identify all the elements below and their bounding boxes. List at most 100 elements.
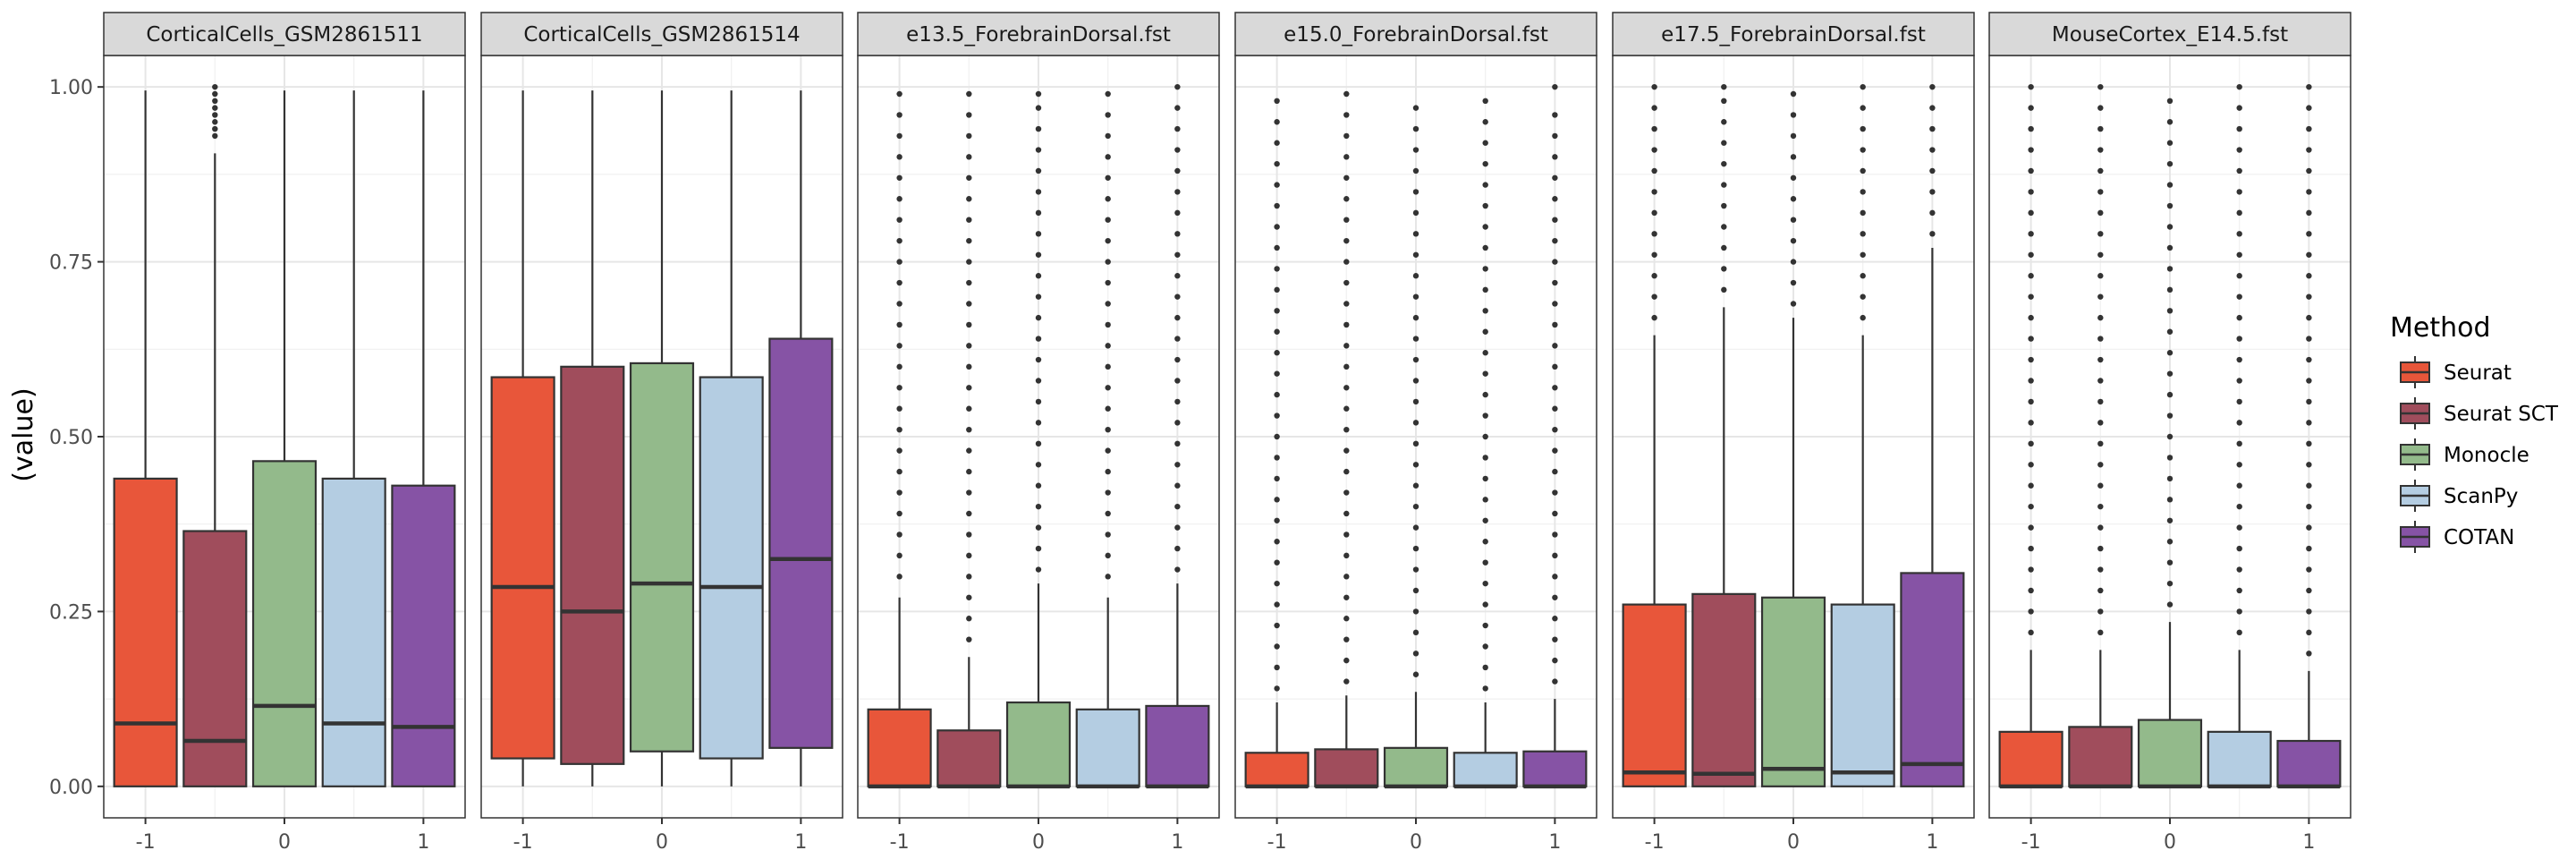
outlier-point [896, 217, 902, 223]
outlier-point [1035, 420, 1042, 426]
outlier-point [1035, 462, 1042, 468]
outlier-point [2236, 189, 2242, 195]
box-body [490, 376, 555, 760]
outlier-point [2166, 140, 2174, 146]
outlier-point [1790, 301, 1797, 307]
outlier-point [2028, 147, 2034, 153]
strip-background [1234, 12, 1597, 56]
box-monocle [2137, 98, 2203, 789]
outlier-point [1274, 664, 1280, 671]
box-body [1760, 596, 1826, 787]
outlier-point [966, 574, 972, 580]
legend-label: Seurat SCT [2444, 403, 2559, 426]
outlier-point [1552, 259, 1558, 265]
outlier-point [1412, 503, 1419, 510]
facet-panels: CorticalCells_GSM2861511-1 0 1CorticalCell… [103, 12, 2351, 854]
outlier-point [2306, 524, 2312, 531]
outlier-point [2097, 398, 2104, 405]
box-body [1383, 746, 1449, 787]
box-scanpy [1453, 98, 1518, 789]
outlier-point [1035, 273, 1042, 279]
strip-label: e13.5_ForebrainDorsal.fst [906, 23, 1171, 47]
outlier-point [2028, 83, 2034, 90]
outlier-point [1274, 182, 1280, 188]
outlier-point [1174, 482, 1181, 489]
outlier-point [1035, 545, 1042, 552]
outlier-point [2028, 440, 2034, 447]
outlier-point [2166, 350, 2174, 356]
box-seurat [867, 90, 932, 789]
outlier-point [896, 468, 902, 475]
outlier-point [1412, 545, 1419, 552]
outlier-point [1790, 174, 1797, 181]
outlier-point [2306, 189, 2312, 195]
outlier-point [966, 385, 972, 391]
outlier-point [2028, 587, 2034, 594]
outlier-point [1343, 489, 1350, 496]
outlier-point [2306, 167, 2312, 174]
outlier-point [1929, 209, 1936, 217]
outlier-point [1035, 566, 1042, 573]
outlier-point [1721, 286, 1727, 293]
outlier-point [1482, 412, 1488, 419]
outlier-point [2097, 147, 2104, 153]
box-seurat-sct [1314, 90, 1379, 789]
outlier-point [1105, 90, 1111, 98]
outlier-point [1174, 189, 1181, 195]
outlier-point [1343, 657, 1350, 664]
outlier-point [1412, 336, 1419, 342]
facet-panel: MouseCortex_E14.5.fst -1 0 1 [1988, 12, 2351, 854]
outlier-point [2166, 98, 2174, 105]
outlier-point [1035, 125, 1042, 132]
outlier-point [966, 259, 972, 265]
strip-background [857, 12, 1220, 56]
outlier-point [1343, 468, 1350, 475]
outlier-point [2166, 601, 2174, 608]
y-tick-label: 0.50 [49, 427, 93, 449]
outlier-point [1274, 391, 1280, 398]
outlier-point [1790, 259, 1797, 265]
outlier-point [1482, 140, 1488, 146]
outlier-point [2306, 378, 2312, 384]
outlier-point [966, 636, 972, 642]
outlier-point [1790, 132, 1797, 140]
outlier-point [1790, 217, 1797, 223]
strip-label: e15.0_ForebrainDorsal.fst [1284, 23, 1548, 47]
outlier-point [2097, 293, 2104, 300]
outlier-point [1105, 510, 1111, 517]
outlier-point [1412, 651, 1419, 657]
outlier-point [1174, 398, 1181, 405]
outlier-point [2306, 336, 2312, 342]
outlier-point [1860, 273, 1866, 279]
outlier-point [2097, 608, 2104, 615]
outlier-point [1552, 343, 1558, 349]
outlier-point [2097, 356, 2104, 363]
outlier-point [2166, 517, 2174, 523]
x-tick-label: 0 [656, 831, 668, 854]
outlier-point [2028, 273, 2034, 279]
outlier-point [1552, 678, 1558, 685]
outlier-point [1860, 314, 1866, 321]
strip-background [103, 12, 466, 56]
legend-label: ScanPy [2444, 485, 2518, 508]
x-tick-label: 1 [1171, 831, 1183, 854]
outlier-point [896, 489, 902, 496]
outlier-point [1035, 336, 1042, 342]
outlier-point [1721, 160, 1727, 167]
outlier-point [1343, 385, 1350, 391]
outlier-point [2097, 125, 2104, 132]
x-tick-label: 0 [1410, 831, 1422, 854]
outlier-point [2166, 580, 2174, 587]
outlier-point [1721, 202, 1727, 209]
box-scanpy [1830, 83, 1895, 787]
outlier-point [1174, 336, 1181, 342]
outlier-point [966, 510, 972, 517]
outlier-point [1174, 105, 1181, 111]
facet-panel: e15.0_ForebrainDorsal.fst -1 0 1 [1234, 12, 1597, 854]
outlier-point [1790, 112, 1797, 118]
box-monocle [1760, 90, 1826, 787]
outlier-point [1412, 209, 1419, 217]
outlier-point [1482, 539, 1488, 545]
box-body [629, 361, 695, 753]
outlier-point [1174, 503, 1181, 510]
